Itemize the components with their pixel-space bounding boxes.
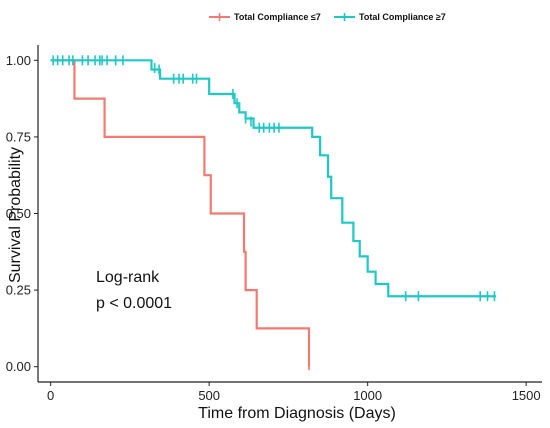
y-axis-title: Survival Probability: [7, 147, 24, 283]
legend-label-high: Total Compliance ≥7: [359, 12, 446, 22]
y-tick-label: 1.00: [6, 53, 31, 68]
legend: Total Compliance ≤7 Total Compliance ≥7: [209, 12, 446, 22]
axes: 0.00 0.25 0.50 0.75 1.00 0 500 1000 1500: [6, 45, 542, 403]
pvalue-label: p < 0.0001: [96, 295, 172, 312]
x-tick-label: 500: [198, 388, 220, 403]
survival-curve-high: [50, 59, 497, 298]
y-tick-label: 0.75: [6, 129, 31, 144]
legend-label-low: Total Compliance ≤7: [234, 12, 321, 22]
x-tick-label: 1500: [512, 388, 541, 403]
x-axis-title: Time from Diagnosis (Days): [198, 405, 396, 422]
x-tick-label: 0: [47, 388, 54, 403]
y-tick-label: 0.00: [6, 359, 31, 374]
survival-curve-low: [50, 59, 311, 367]
survival-curves: [50, 59, 497, 367]
x-tick-label: 1000: [353, 388, 382, 403]
censor-marks: [52, 55, 496, 371]
y-tick-label: 0.25: [6, 283, 31, 298]
logrank-label: Log-rank: [96, 269, 160, 286]
y-tick-label: 0.50: [6, 206, 31, 221]
